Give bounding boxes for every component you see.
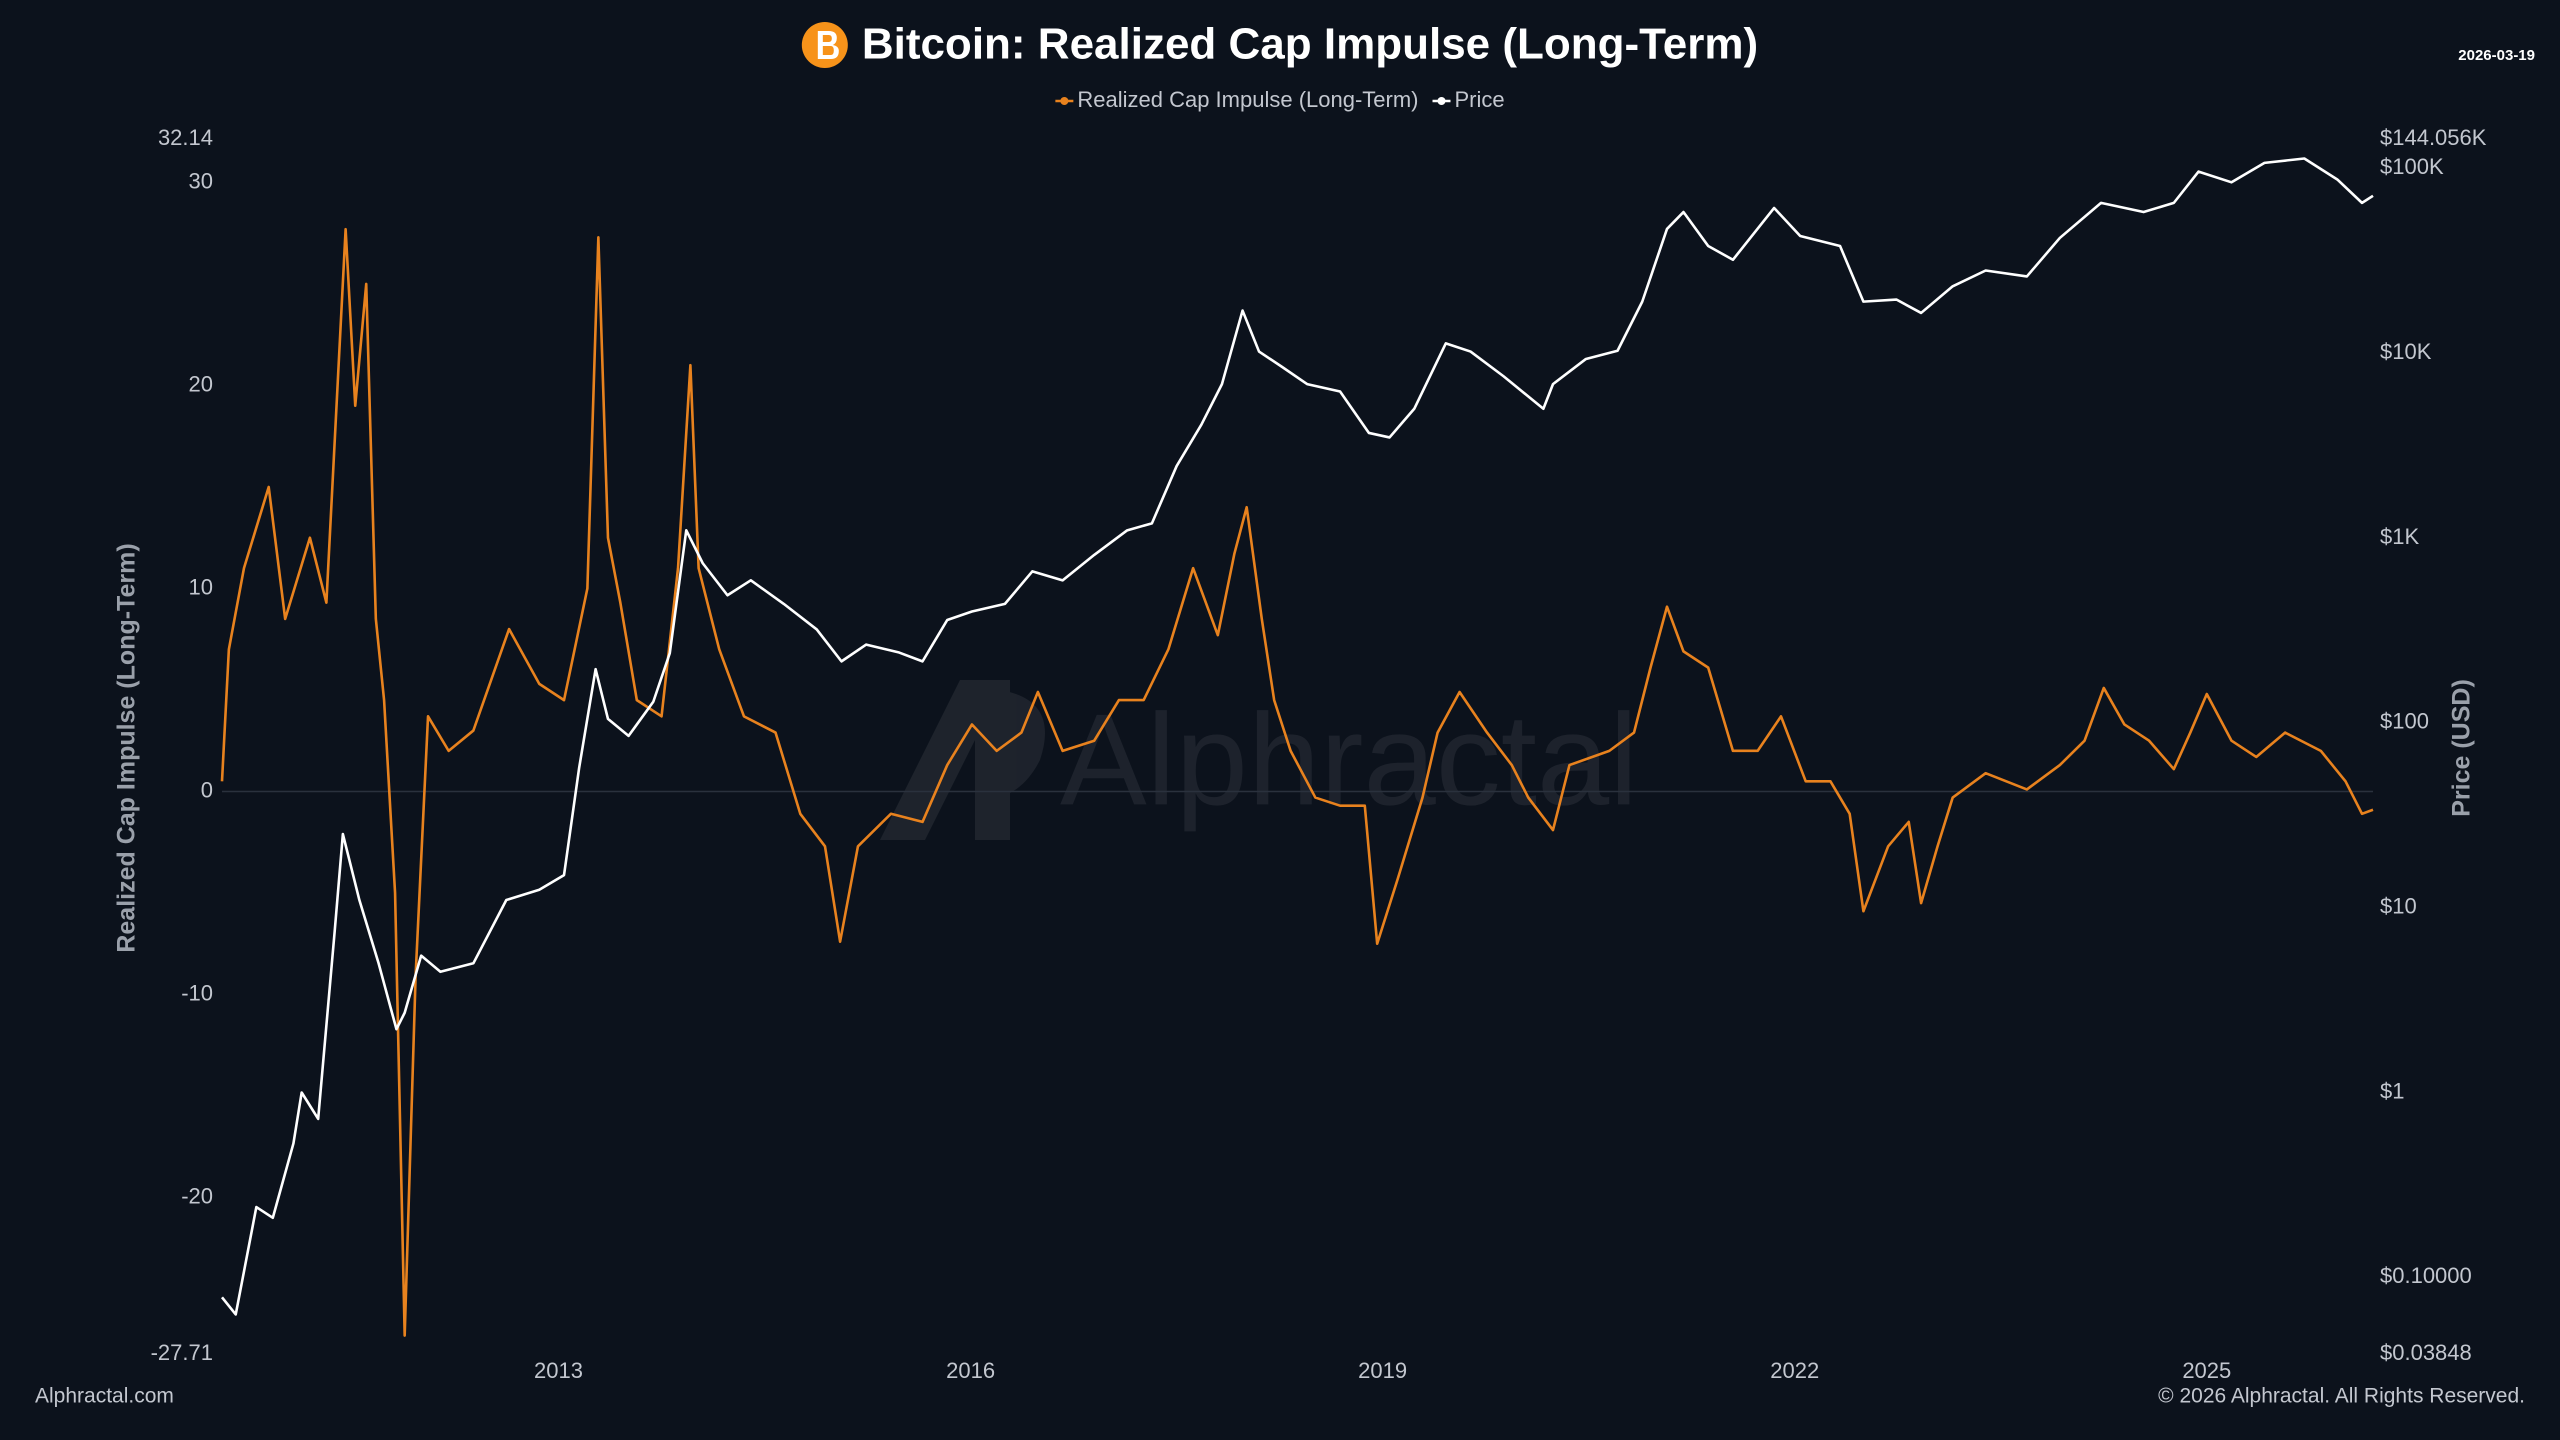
y-tick-label: -10 [181, 980, 213, 1005]
x-tick-label: 2016 [946, 1358, 995, 1383]
legend-marker-dot [1437, 97, 1446, 105]
y-tick-label: 0 [201, 777, 213, 802]
legend-label: Realized Cap Impulse (Long-Term) [1077, 87, 1418, 112]
y2-tick-label: $0.03848 [2380, 1340, 2472, 1365]
bitcoin-logo [801, 22, 848, 68]
x-tick-label: 2025 [2182, 1358, 2231, 1383]
y2-tick-label: $100 [2380, 709, 2429, 734]
y2-tick-label: $100K [2380, 154, 2444, 179]
legend-label: Price [1455, 87, 1505, 112]
legend: Realized Cap Impulse (Long-Term) Price [1055, 87, 1505, 112]
chart-title: Bitcoin: Realized Cap Impulse (Long-Term… [862, 20, 1758, 69]
legend-item: Realized Cap Impulse (Long-Term) [1055, 87, 1419, 112]
y2-tick-label: $0.10000 [2380, 1263, 2472, 1288]
watermark: Alphractal [1060, 686, 1638, 832]
y2-tick-label: $144.056K [2380, 125, 2487, 150]
y-axis-title: Realized Cap Impulse (Long-Term) [113, 543, 141, 952]
x-tick-label: 2019 [1358, 1358, 1407, 1383]
copyright: © 2026 Alphractal. All Rights Reserved. [2158, 1385, 2525, 1408]
y2-tick-label: $1 [2380, 1078, 2404, 1103]
y-tick-label: 32.14 [158, 125, 213, 150]
date-label: 2026-03-19 [2458, 47, 2535, 64]
y-tick-label: 30 [189, 168, 213, 193]
series-line [220, 227, 2374, 1337]
x-tick-label: 2013 [534, 1358, 583, 1383]
y2-tick-label: $10K [2380, 339, 2432, 364]
series-line [220, 157, 2374, 1316]
y-tick-label: -20 [181, 1183, 213, 1208]
y-tick-label: 10 [189, 574, 213, 599]
y2-tick-label: $1K [2380, 524, 2419, 549]
y-tick-label: -27.71 [151, 1340, 213, 1365]
legend-item: Price [1432, 87, 1505, 112]
x-tick-label: 2022 [1770, 1358, 1819, 1383]
source-label: Alphractal.com [35, 1385, 174, 1408]
y2-tick-label: $10 [2380, 893, 2417, 918]
y-tick-label: 20 [189, 371, 213, 396]
legend-marker-dot [1060, 97, 1069, 105]
y2-axis-title: Price (USD) [2448, 679, 2476, 817]
